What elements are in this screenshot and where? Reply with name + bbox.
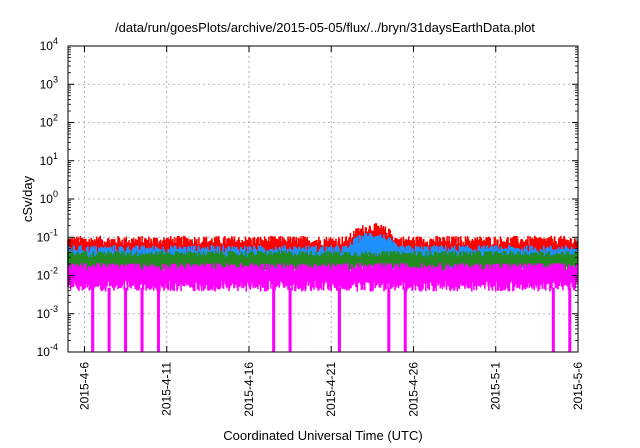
y-tick-label: 10-4 [37,342,58,359]
series-3 [67,262,579,352]
y-axis-label: cSv/day [20,175,35,222]
series-3-dropout [107,287,111,352]
x-tick-label: 2015-5-1 [489,362,503,410]
y-tick-label: 100 [40,189,58,206]
x-tick-label: 2015-4-16 [242,362,256,417]
y-tick-label: 10-1 [37,227,58,244]
series-3-dropout [288,287,292,352]
series-3-dropout [568,287,572,352]
y-tick-label: 10-3 [37,304,58,321]
series-layer [67,223,579,352]
series-3-dropout [551,287,555,352]
series-3-dropout [272,287,276,352]
x-axis-label: Coordinated Universal Time (UTC) [223,428,422,443]
y-tick-label: 102 [40,113,58,130]
x-ticks: 2015-4-6 2015-4-11 2015-4-16 2015-4-21 2015-… [77,46,585,417]
series-3-dropout [124,287,128,352]
series-3-dropout [337,287,341,352]
series-3-dropout [91,287,95,352]
y-tick-label: 103 [40,74,58,91]
x-tick-label: 2015-4-26 [406,362,420,417]
chart-title: /data/run/goesPlots/archive/2015-05-05/f… [115,20,535,35]
series-3-dropout [403,287,407,352]
grid [68,46,578,352]
x-tick-label: 2015-5-6 [571,362,585,410]
x-tick-label: 2015-4-6 [77,362,91,410]
series-3-dropout [140,287,144,352]
y-tick-label: 101 [40,151,58,168]
x-tick-label: 2015-4-21 [324,362,338,417]
y-tick-label: 104 [40,36,58,53]
x-tick-label: 2015-4-11 [160,362,174,416]
series-3-dropout [387,287,391,352]
y-tick-label: 10-2 [37,266,58,283]
series-3-dropout [156,287,160,352]
y-ticks: 10-4 10-3 10-2 10-1 100 101 102 103 104 [37,36,578,359]
